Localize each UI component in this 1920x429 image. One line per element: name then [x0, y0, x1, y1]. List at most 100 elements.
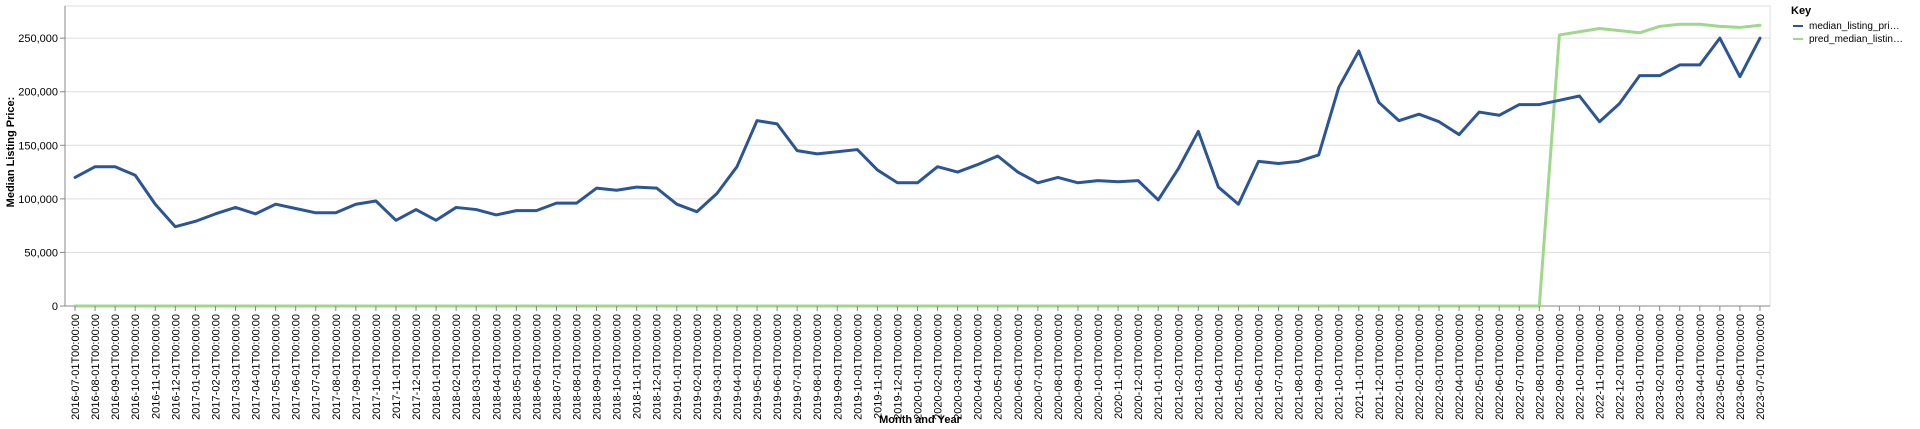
- x-tick-label: 2018-04-01T00:00:00: [491, 314, 503, 420]
- x-tick-label: 2022-12-01T00:00:00: [1615, 314, 1627, 420]
- y-axis-ticks: 0 50,000 100,000 150,000 200,000 250,000: [18, 33, 65, 313]
- y-tick-label: 150,000: [18, 140, 58, 152]
- x-tick-label: 2016-11-01T00:00:00: [150, 314, 162, 419]
- x-tick-label: 2020-08-01T00:00:00: [1053, 314, 1065, 420]
- x-tick-label: 2019-04-01T00:00:00: [732, 314, 744, 420]
- x-tick-label: 2019-02-01T00:00:00: [692, 314, 704, 420]
- x-tick-label: 2018-08-01T00:00:00: [572, 314, 584, 420]
- x-tick-label: 2022-10-01T00:00:00: [1574, 314, 1586, 420]
- series-line-pred-median-listing-price: [73, 22, 1762, 308]
- x-tick-label: 2018-02-01T00:00:00: [451, 314, 463, 420]
- x-tick-label: 2022-06-01T00:00:00: [1494, 314, 1506, 420]
- x-tick-label: 2022-09-01T00:00:00: [1554, 314, 1566, 420]
- x-tick-label: 2019-09-01T00:00:00: [832, 314, 844, 420]
- grid-lines: [64, 5, 1771, 307]
- x-tick-label: 2019-07-01T00:00:00: [792, 314, 804, 420]
- x-tick-label: 2021-05-01T00:00:00: [1233, 314, 1245, 420]
- x-tick-label: 2023-07-01T00:00:00: [1755, 314, 1767, 420]
- x-tick-label: 2017-06-01T00:00:00: [291, 314, 303, 420]
- y-tick-label: 0: [52, 301, 58, 313]
- x-tick-label: 2019-08-01T00:00:00: [812, 314, 824, 420]
- x-tick-label: 2019-06-01T00:00:00: [772, 314, 784, 420]
- legend-title: Key: [1791, 5, 1812, 17]
- axes: [64, 6, 1770, 307]
- x-tick-label: 2021-11-01T00:00:00: [1354, 314, 1366, 419]
- x-tick-label: 2017-08-01T00:00:00: [331, 314, 343, 420]
- x-axis-ticks: 2016-07-01T00:00:00 2016-08-01T00:00:00 20…: [70, 306, 1767, 420]
- x-tick-label: 2020-04-01T00:00:00: [973, 314, 985, 420]
- x-tick-label: 2019-05-01T00:00:00: [752, 314, 764, 420]
- x-tick-label: 2023-02-01T00:00:00: [1655, 314, 1667, 420]
- x-tick-label: 2019-12-01T00:00:00: [892, 314, 904, 420]
- x-tick-label: 2016-09-01T00:00:00: [110, 314, 122, 420]
- x-tick-label: 2017-07-01T00:00:00: [311, 314, 323, 420]
- series-line-median-listing-price: [73, 36, 1762, 229]
- x-tick-label: 2022-07-01T00:00:00: [1514, 314, 1526, 420]
- x-tick-label: 2018-07-01T00:00:00: [551, 314, 563, 420]
- x-tick-label: 2017-05-01T00:00:00: [271, 314, 283, 420]
- x-tick-label: 2020-10-01T00:00:00: [1093, 314, 1105, 420]
- x-tick-label: 2023-01-01T00:00:00: [1635, 314, 1647, 420]
- legend: Key median_listing_pri… pred_median_list…: [1791, 5, 1903, 45]
- x-tick-label: 2016-08-01T00:00:00: [90, 314, 102, 420]
- x-tick-label: 2021-09-01T00:00:00: [1314, 314, 1326, 420]
- x-tick-label: 2021-01-01T00:00:00: [1153, 314, 1165, 420]
- plot-frame: [64, 5, 1771, 307]
- y-tick-label: 50,000: [24, 247, 58, 259]
- y-tick-label: 100,000: [18, 194, 58, 206]
- x-tick-label: 2023-05-01T00:00:00: [1715, 314, 1727, 420]
- x-tick-label: 2020-05-01T00:00:00: [993, 314, 1005, 420]
- x-tick-label: 2020-11-01T00:00:00: [1113, 314, 1125, 419]
- y-axis-title: Median Listing Price:: [5, 97, 17, 208]
- x-tick-label: 2021-08-01T00:00:00: [1294, 314, 1306, 420]
- x-tick-label: 2022-01-01T00:00:00: [1394, 314, 1406, 420]
- x-tick-label: 2021-02-01T00:00:00: [1173, 314, 1185, 420]
- x-tick-label: 2016-12-01T00:00:00: [170, 314, 182, 420]
- x-tick-label: 2022-11-01T00:00:00: [1595, 314, 1607, 419]
- x-tick-label: 2019-01-01T00:00:00: [672, 314, 684, 420]
- x-tick-label: 2022-05-01T00:00:00: [1474, 314, 1486, 420]
- x-tick-label: 2018-12-01T00:00:00: [652, 314, 664, 420]
- legend-label-median: median_listing_pri…: [1809, 21, 1900, 32]
- x-tick-label: 2023-04-01T00:00:00: [1695, 314, 1707, 420]
- x-tick-label: 2020-12-01T00:00:00: [1133, 314, 1145, 420]
- x-tick-label: 2017-11-01T00:00:00: [391, 314, 403, 419]
- x-tick-label: 2019-11-01T00:00:00: [872, 314, 884, 419]
- x-tick-label: 2021-07-01T00:00:00: [1274, 314, 1286, 420]
- x-tick-label: 2022-02-01T00:00:00: [1414, 314, 1426, 420]
- x-tick-label: 2022-08-01T00:00:00: [1534, 314, 1546, 420]
- x-tick-label: 2021-10-01T00:00:00: [1334, 314, 1346, 420]
- x-tick-label: 2019-10-01T00:00:00: [852, 314, 864, 420]
- x-tick-label: 2018-05-01T00:00:00: [511, 314, 523, 420]
- x-tick-label: 2018-01-01T00:00:00: [431, 314, 443, 420]
- x-tick-label: 2023-06-01T00:00:00: [1735, 314, 1747, 420]
- x-tick-label: 2017-01-01T00:00:00: [190, 314, 202, 420]
- x-tick-label: 2023-03-01T00:00:00: [1675, 314, 1687, 420]
- x-tick-label: 2017-04-01T00:00:00: [251, 314, 263, 420]
- x-tick-label: 2022-04-01T00:00:00: [1454, 314, 1466, 420]
- x-tick-label: 2016-10-01T00:00:00: [130, 314, 142, 420]
- x-tick-label: 2018-09-01T00:00:00: [592, 314, 604, 420]
- x-tick-label: 2018-10-01T00:00:00: [612, 314, 624, 420]
- x-tick-label: 2021-12-01T00:00:00: [1374, 314, 1386, 420]
- y-tick-label: 200,000: [18, 87, 58, 99]
- x-tick-label: 2018-11-01T00:00:00: [632, 314, 644, 419]
- x-tick-label: 2020-01-01T00:00:00: [913, 314, 925, 420]
- x-tick-label: 2022-03-01T00:00:00: [1434, 314, 1446, 420]
- x-tick-label: 2017-09-01T00:00:00: [351, 314, 363, 420]
- x-tick-label: 2018-06-01T00:00:00: [531, 314, 543, 420]
- x-tick-label: 2017-02-01T00:00:00: [210, 314, 222, 420]
- x-tick-label: 2018-03-01T00:00:00: [471, 314, 483, 420]
- x-tick-label: 2021-03-01T00:00:00: [1193, 314, 1205, 420]
- x-tick-label: 2017-10-01T00:00:00: [371, 314, 383, 420]
- legend-label-pred: pred_median_listin…: [1809, 34, 1903, 45]
- x-tick-label: 2016-07-01T00:00:00: [70, 314, 82, 420]
- x-tick-label: 2020-02-01T00:00:00: [933, 314, 945, 420]
- x-tick-label: 2020-07-01T00:00:00: [1033, 314, 1045, 420]
- y-tick-label: 250,000: [18, 33, 58, 45]
- x-axis-title: Month and Year: [879, 414, 961, 426]
- x-tick-label: 2021-04-01T00:00:00: [1213, 314, 1225, 420]
- x-tick-label: 2019-03-01T00:00:00: [712, 314, 724, 420]
- series-lines: [73, 22, 1762, 308]
